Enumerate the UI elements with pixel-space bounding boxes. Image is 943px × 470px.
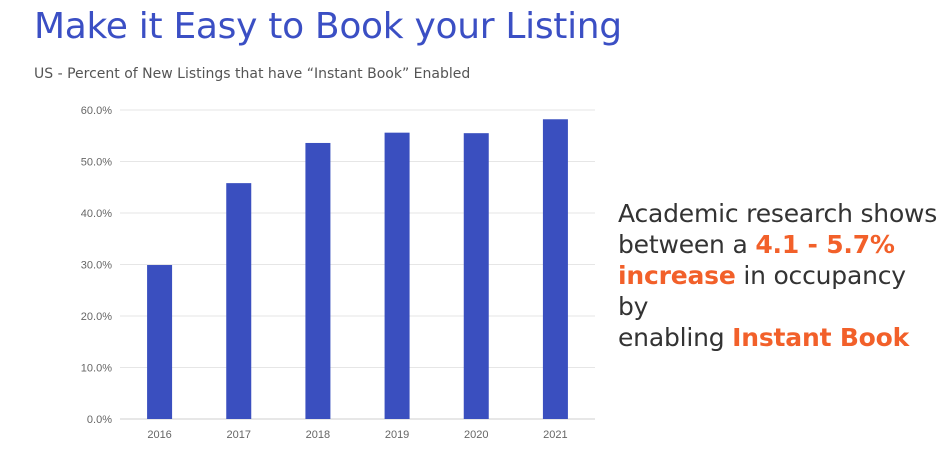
bar-2021 bbox=[542, 119, 568, 420]
callout-line-4-text: enabling bbox=[618, 323, 733, 352]
page-title: Make it Easy to Book your Listing bbox=[34, 6, 622, 47]
bar-2016 bbox=[147, 265, 173, 419]
bars bbox=[147, 119, 568, 420]
bar-2017 bbox=[226, 183, 252, 419]
y-tick-label: 0.0% bbox=[87, 414, 112, 426]
x-tick-label: 2020 bbox=[464, 429, 488, 441]
y-tick-label: 20.0% bbox=[81, 311, 112, 323]
chart-subtitle: US - Percent of New Listings that have “… bbox=[34, 66, 471, 82]
y-tick-label: 50.0% bbox=[81, 157, 112, 169]
x-axis-tick-labels: 2016 2017 2018 2019 2020 2021 bbox=[147, 429, 567, 441]
callout-instant-book: Instant Book bbox=[732, 323, 910, 352]
y-tick-label: 10.0% bbox=[81, 363, 112, 375]
callout-line-2-text: between a bbox=[618, 230, 756, 259]
bar-2019 bbox=[384, 132, 410, 419]
bar-2020 bbox=[463, 133, 489, 420]
callout-percent-range: 4.1 - 5.7% bbox=[755, 230, 895, 259]
y-tick-label: 30.0% bbox=[81, 260, 112, 272]
x-tick-label: 2017 bbox=[227, 429, 251, 441]
callout-line-1: Academic research shows bbox=[618, 199, 938, 228]
y-tick-label: 60.0% bbox=[81, 105, 112, 117]
grid-lines bbox=[120, 109, 595, 420]
x-tick-label: 2016 bbox=[147, 429, 171, 441]
research-callout: Academic research shows between a 4.1 - 5… bbox=[618, 198, 940, 353]
y-tick-label: 40.0% bbox=[81, 208, 112, 220]
x-tick-label: 2021 bbox=[543, 429, 567, 441]
y-axis-tick-labels: 0.0% 10.0% 20.0% 30.0% 40.0% 50.0% 60.0% bbox=[81, 105, 112, 426]
callout-increase: increase bbox=[618, 261, 736, 290]
x-tick-label: 2019 bbox=[385, 429, 409, 441]
bar-2018 bbox=[305, 142, 331, 419]
callout-line-3-text: in occupancy by bbox=[618, 261, 906, 321]
x-tick-label: 2018 bbox=[306, 429, 330, 441]
